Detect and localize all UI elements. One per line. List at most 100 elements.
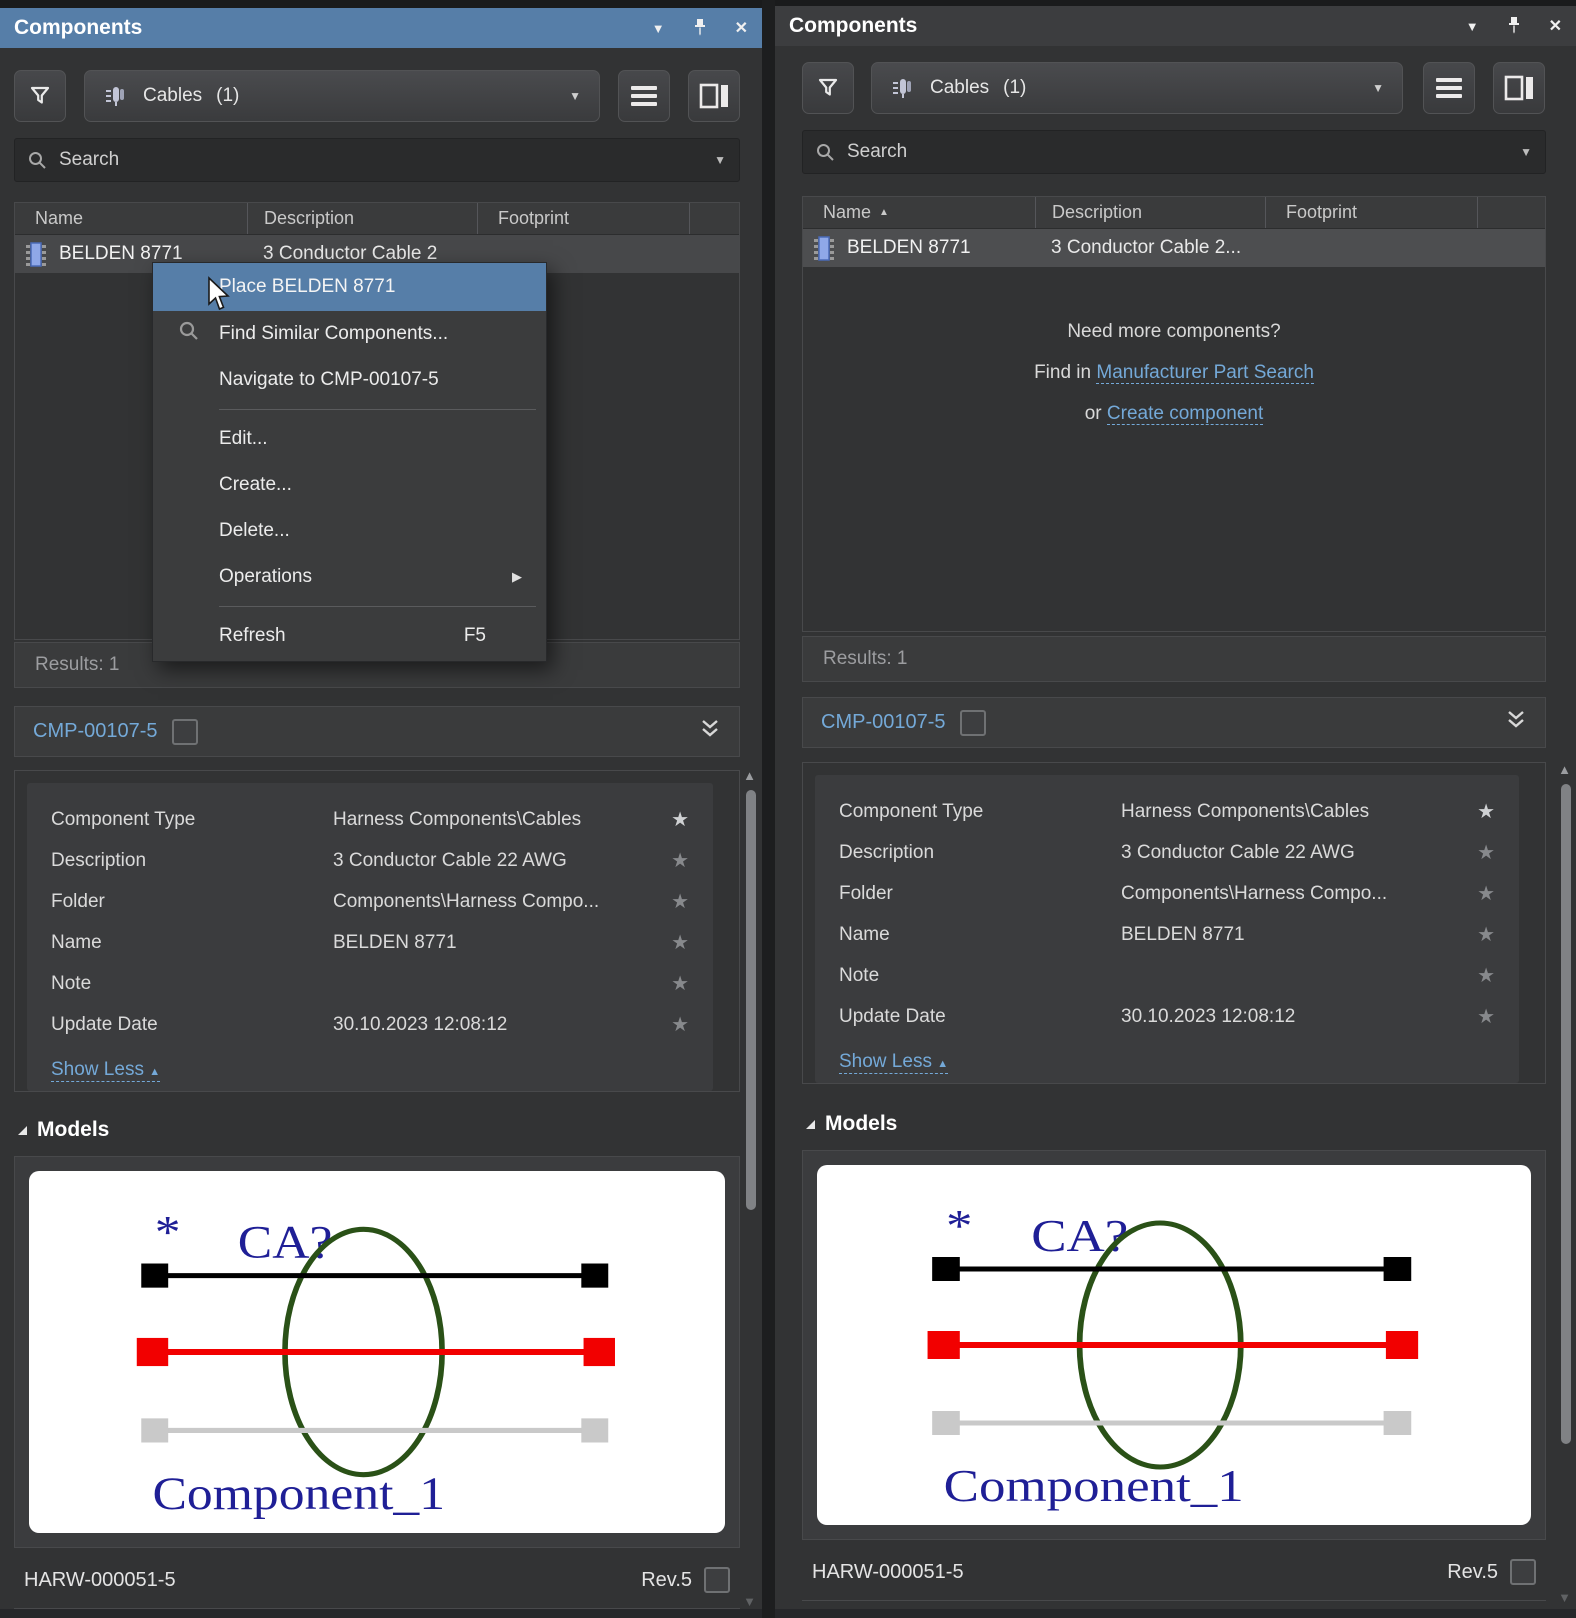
- panel-menu-caret-icon[interactable]: ▼: [652, 21, 665, 36]
- search-history-caret-icon[interactable]: ▼: [714, 153, 726, 167]
- panel-bottom-strip: [0, 1609, 762, 1618]
- close-icon[interactable]: ✕: [1549, 16, 1562, 36]
- revision-label: Rev.5: [1447, 1561, 1498, 1584]
- section-expanded-icon: [18, 1126, 27, 1135]
- search-input[interactable]: [847, 141, 1508, 163]
- collapse-chevrons-icon[interactable]: [1505, 710, 1527, 735]
- column-header-spacer: [1477, 197, 1545, 228]
- show-less-arrow-icon: ▲: [149, 1066, 160, 1078]
- revision-checkbox[interactable]: [704, 1567, 730, 1593]
- panel-menu-caret-icon[interactable]: ▼: [1466, 19, 1479, 34]
- list-view-button[interactable]: [1423, 62, 1475, 114]
- results-bar: Results: 1: [802, 636, 1546, 682]
- favorite-star-icon[interactable]: ★: [1469, 1004, 1495, 1029]
- show-less-link[interactable]: Show Less ▲: [51, 1059, 160, 1082]
- funnel-icon: [29, 85, 51, 107]
- pin-icon[interactable]: [1507, 16, 1521, 37]
- property-row: Description 3 Conductor Cable 22 AWG ★: [51, 840, 689, 881]
- scrollbar-thumb[interactable]: [1561, 784, 1571, 1444]
- model-preview[interactable]: * CA? Component_1: [817, 1165, 1531, 1525]
- filter-button[interactable]: [14, 70, 66, 122]
- property-label: Note: [839, 965, 1121, 987]
- submenu-arrow-icon: ▶: [512, 569, 522, 585]
- component-id-link[interactable]: CMP-00107-5: [33, 720, 158, 743]
- property-label: Note: [51, 973, 333, 995]
- search-icon: [816, 143, 835, 162]
- column-header-name[interactable]: Name: [15, 203, 247, 234]
- search-input[interactable]: [59, 149, 702, 171]
- scroll-up-icon[interactable]: ▲: [1558, 762, 1571, 777]
- scroll-down-icon[interactable]: ▼: [1558, 1590, 1571, 1605]
- favorite-star-icon[interactable]: ★: [663, 848, 689, 873]
- category-dropdown[interactable]: Cables (1) ▼: [84, 70, 600, 122]
- property-label: Update Date: [839, 1006, 1121, 1028]
- favorite-star-icon[interactable]: ★: [1469, 881, 1495, 906]
- collapse-chevrons-icon[interactable]: [699, 719, 721, 744]
- component-checkbox[interactable]: [172, 719, 198, 745]
- filter-button[interactable]: [802, 62, 854, 114]
- pin-icon[interactable]: [693, 18, 707, 39]
- property-row: Update Date 30.10.2023 12:08:12 ★: [839, 996, 1495, 1037]
- panel-title: Components: [789, 14, 917, 38]
- scroll-down-icon[interactable]: ▼: [743, 1594, 756, 1609]
- components-panel-left: Components ▼ ✕ Cables (1) ▼: [0, 0, 762, 1618]
- scroll-up-icon[interactable]: ▲: [743, 768, 756, 783]
- models-title: Models: [37, 1118, 109, 1142]
- model-item-id: HARW-000051-5: [812, 1561, 964, 1584]
- column-header-spacer: [689, 203, 739, 234]
- favorite-star-icon[interactable]: ★: [663, 807, 689, 832]
- favorite-star-icon[interactable]: ★: [1469, 922, 1495, 947]
- menu-separator: [219, 606, 536, 607]
- property-label: Component Type: [51, 809, 333, 831]
- search-bar[interactable]: ▼: [14, 138, 740, 182]
- category-dropdown[interactable]: Cables (1) ▼: [871, 62, 1403, 114]
- manufacturer-part-search-link[interactable]: Manufacturer Part Search: [1096, 362, 1314, 384]
- menu-item-edit[interactable]: Edit...: [153, 416, 546, 462]
- menu-item-find-similar[interactable]: Find Similar Components...: [153, 311, 546, 357]
- favorite-star-icon[interactable]: ★: [663, 889, 689, 914]
- menu-item-refresh[interactable]: Refresh F5: [153, 613, 546, 659]
- menu-item-delete[interactable]: Delete...: [153, 508, 546, 554]
- panel-layout-button[interactable]: [688, 70, 740, 122]
- property-label: Name: [839, 924, 1121, 946]
- hamburger-icon: [1436, 78, 1462, 98]
- property-row: Name BELDEN 8771 ★: [839, 914, 1495, 955]
- search-history-caret-icon[interactable]: ▼: [1520, 145, 1532, 159]
- table-row[interactable]: BELDEN 8771 3 Conductor Cable 2...: [803, 229, 1545, 267]
- list-view-button[interactable]: [618, 70, 670, 122]
- menu-item-operations[interactable]: Operations ▶: [153, 554, 546, 600]
- empty-state-heading: Need more components?: [803, 321, 1545, 343]
- component-id-link[interactable]: CMP-00107-5: [821, 711, 946, 734]
- cable-schematic-drawing: * CA? Component_1: [29, 1171, 725, 1533]
- property-value: 3 Conductor Cable 22 AWG: [1121, 842, 1469, 864]
- show-less-link[interactable]: Show Less ▲: [839, 1051, 948, 1074]
- revision-checkbox[interactable]: [1510, 1559, 1536, 1585]
- column-header-name[interactable]: Name ▲: [803, 197, 1035, 228]
- model-preview[interactable]: * CA? Component_1: [29, 1171, 725, 1533]
- panel-title: Components: [14, 16, 142, 40]
- column-header-description[interactable]: Description: [1035, 197, 1265, 228]
- component-checkbox[interactable]: [960, 710, 986, 736]
- menu-item-navigate[interactable]: Navigate to CMP-00107-5: [153, 357, 546, 403]
- close-icon[interactable]: ✕: [735, 18, 748, 38]
- menu-item-create[interactable]: Create...: [153, 462, 546, 508]
- favorite-star-icon[interactable]: ★: [663, 930, 689, 955]
- models-section-header[interactable]: Models: [806, 1112, 897, 1136]
- favorite-star-icon[interactable]: ★: [663, 1012, 689, 1037]
- favorite-star-icon[interactable]: ★: [1469, 840, 1495, 865]
- models-section-header[interactable]: Models: [18, 1118, 109, 1142]
- column-header-footprint[interactable]: Footprint: [477, 203, 689, 234]
- favorite-star-icon[interactable]: ★: [663, 971, 689, 996]
- favorite-star-icon[interactable]: ★: [1469, 799, 1495, 824]
- column-header-description[interactable]: Description: [247, 203, 477, 234]
- property-label: Component Type: [839, 801, 1121, 823]
- scrollbar-thumb[interactable]: [746, 790, 756, 1210]
- panel-layout-button[interactable]: [1493, 62, 1545, 114]
- create-component-link[interactable]: Create component: [1107, 403, 1263, 425]
- favorite-star-icon[interactable]: ★: [1469, 963, 1495, 988]
- column-header-footprint[interactable]: Footprint: [1265, 197, 1477, 228]
- search-bar[interactable]: ▼: [802, 130, 1546, 174]
- component-list: Name ▲ Description Footprint BELDEN 8771…: [802, 196, 1546, 632]
- model-footer: HARW-000051-5 Rev.5: [24, 1558, 730, 1602]
- properties-section: Component Type Harness Components\Cables…: [14, 770, 740, 1092]
